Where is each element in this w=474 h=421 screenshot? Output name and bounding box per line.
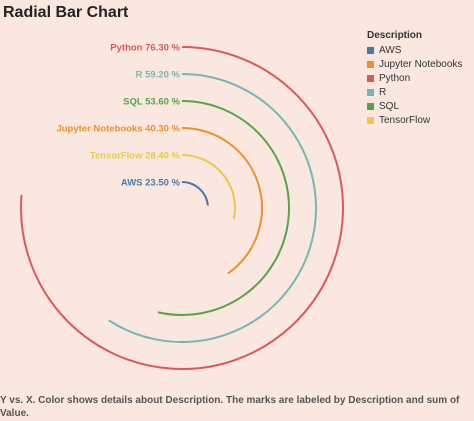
bar-label-r: R 59.20 %: [136, 70, 181, 81]
radial-bar-jupyter-notebooks[interactable]: [181, 127, 263, 275]
legend-swatch-python: [367, 74, 374, 82]
radial-bar-r[interactable]: [108, 73, 317, 343]
bar-label-python: Python 76.30 %: [110, 43, 180, 54]
chart-title: Radial Bar Chart: [3, 4, 129, 21]
radial-bar-tensorflow[interactable]: [181, 154, 237, 220]
legend-swatch-jupyter-notebooks: [367, 60, 374, 68]
bar-label-sql: SQL 53.60 %: [123, 97, 180, 108]
radial-bar-aws[interactable]: [181, 181, 209, 206]
legend-label-aws: AWS: [379, 44, 402, 56]
legend: Description AWS Jupyter Notebooks Python…: [367, 30, 474, 127]
legend-swatch-tensorflow: [367, 116, 374, 124]
legend-item-sql[interactable]: SQL: [367, 99, 474, 113]
legend-label-tensorflow: TensorFlow: [379, 114, 431, 126]
radial-bar-python[interactable]: [20, 46, 345, 370]
legend-label-python: Python: [379, 72, 411, 84]
legend-item-aws[interactable]: AWS: [367, 43, 474, 57]
legend-swatch-r: [367, 88, 374, 96]
bar-label-aws: AWS 23.50 %: [121, 178, 181, 189]
legend-swatch-sql: [367, 102, 374, 110]
legend-label-r: R: [379, 86, 387, 98]
legend-item-r[interactable]: R: [367, 85, 474, 99]
bar-label-jupyter-notebooks: Jupyter Notebooks 40.30 %: [56, 124, 180, 135]
radial-bar-sql[interactable]: [157, 100, 290, 316]
bar-label-tensorflow: TensorFlow 28.40 %: [90, 151, 181, 162]
legend-label-jupyter-notebooks: Jupyter Notebooks: [379, 58, 463, 70]
legend-item-tensorflow[interactable]: TensorFlow: [367, 113, 474, 127]
legend-title: Description: [367, 30, 423, 41]
legend-swatch-aws: [367, 46, 374, 54]
legend-item-jupyter-notebooks[interactable]: Jupyter Notebooks: [367, 57, 474, 71]
legend-item-python[interactable]: Python: [367, 71, 474, 85]
legend-label-sql: SQL: [379, 100, 400, 112]
chart-caption: Y vs. X. Color shows details about Descr…: [0, 395, 460, 419]
